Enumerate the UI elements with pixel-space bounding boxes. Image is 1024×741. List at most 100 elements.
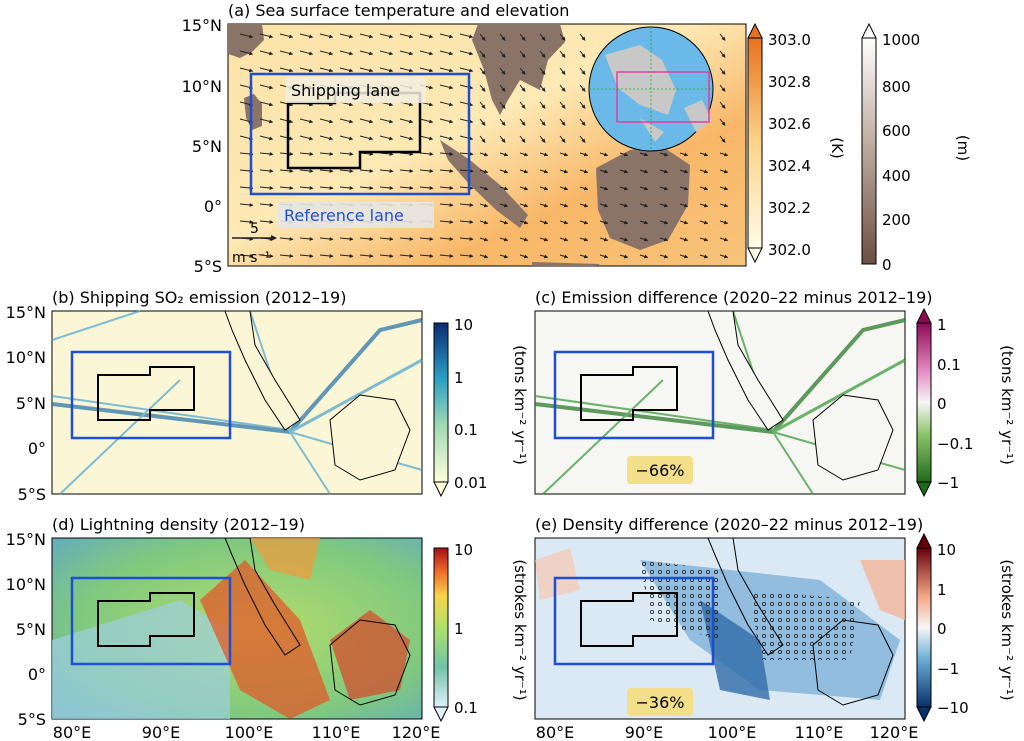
density-increase-east	[860, 560, 905, 620]
panel-b: (b) Shipping SO₂ emission (2012–19) 15°N…	[6, 288, 529, 504]
wind-arrow	[519, 203, 529, 208]
wind-arrow	[319, 253, 334, 258]
wind-arrow	[299, 118, 314, 124]
wind-arrow	[499, 186, 509, 191]
svg-text:110°E: 110°E	[312, 723, 361, 741]
wind-arrow	[479, 135, 486, 143]
wind-arrow	[559, 135, 566, 143]
reference-lane-box	[249, 72, 471, 196]
wind-arrow	[439, 118, 454, 124]
wind-arrow	[399, 50, 414, 56]
wind-arrow	[719, 254, 729, 259]
wind-arrow	[659, 254, 669, 259]
wind-arrow	[579, 186, 589, 191]
wind-arrow	[619, 152, 629, 157]
svg-text:15°N: 15°N	[6, 303, 46, 322]
wind-arrow	[419, 67, 434, 73]
wind-arrow	[419, 253, 434, 258]
wind-arrow	[599, 152, 609, 157]
svg-text:0°: 0°	[28, 665, 46, 684]
wind-arrow	[419, 33, 434, 39]
wind-arrow	[419, 118, 434, 124]
wind-arrow	[659, 237, 669, 242]
lightning-high-borneo	[330, 610, 410, 700]
cbar-emission-diff-unit: (tons km⁻² yr⁻¹)	[998, 345, 1016, 465]
wind-arrow	[399, 236, 414, 241]
wind-arrow	[519, 67, 526, 75]
wind-arrow	[539, 237, 549, 242]
wind-arrow	[379, 168, 394, 173]
wind-arrow	[579, 254, 589, 259]
cbar-shipping-unit: (tons km⁻² yr⁻¹)	[511, 345, 529, 465]
cbar-density-diff	[916, 547, 932, 708]
wind-arrow	[259, 118, 274, 124]
wind-arrow	[699, 254, 709, 259]
wind-arrow	[299, 151, 314, 156]
wind-arrow	[439, 50, 454, 56]
svg-text:5°S: 5°S	[194, 257, 222, 276]
wind-arrow	[459, 168, 474, 173]
wind-arrow	[619, 169, 629, 174]
wind-arrow	[579, 135, 586, 143]
wind-arrow	[259, 253, 274, 258]
svg-text:90°E: 90°E	[142, 723, 180, 741]
land-indian-subcontinent	[228, 24, 264, 58]
wind-arrow	[319, 67, 334, 73]
svg-text:0.01: 0.01	[454, 474, 487, 492]
wind-arrow	[579, 203, 589, 208]
wind-arrow	[519, 50, 526, 58]
wind-arrow	[619, 254, 629, 259]
wind-arrow	[559, 203, 569, 208]
wind-key-unit: m s⁻¹	[232, 250, 270, 266]
wind-arrow	[539, 220, 549, 225]
wind-arrow	[479, 237, 489, 242]
land-borneo-d	[329, 619, 411, 706]
cbar-lightning-unit: (strokes km⁻² yr⁻¹)	[511, 559, 529, 700]
svg-text:5°S: 5°S	[18, 710, 46, 729]
panel-b-title: (b) Shipping SO₂ emission (2012–19)	[52, 288, 346, 307]
wind-arrow	[339, 135, 354, 141]
wind-arrow	[259, 219, 274, 224]
cbar-sst-unit: (K)	[828, 137, 846, 159]
svg-text:302.8: 302.8	[768, 73, 811, 91]
wind-arrow	[399, 135, 414, 141]
wind-arrow	[719, 50, 726, 58]
wind-arrow	[239, 50, 254, 56]
wind-arrow	[439, 253, 454, 258]
wind-arrow	[239, 219, 254, 224]
wind-arrow	[499, 50, 506, 58]
wind-arrow	[639, 254, 649, 259]
wind-arrow	[479, 50, 486, 58]
wind-arrow	[699, 203, 709, 208]
wind-arrow	[419, 185, 434, 190]
wind-arrow	[519, 101, 526, 109]
shipping-lane-box-d	[97, 592, 195, 647]
panel-e: (e) Density difference (2020–22 minus 20…	[534, 515, 1016, 741]
wind-arrow	[479, 67, 486, 75]
reference-lane-box-d	[70, 576, 232, 666]
panel-d-title: (d) Lightning density (2012–19)	[52, 515, 305, 534]
wind-arrow	[359, 118, 374, 124]
wind-arrow	[719, 220, 729, 225]
wind-arrow	[519, 169, 529, 174]
svg-text:302.2: 302.2	[768, 199, 811, 217]
svg-text:1: 1	[937, 581, 947, 599]
wind-arrow	[639, 237, 649, 242]
wind-arrow	[419, 168, 434, 173]
land-indochina	[472, 24, 565, 115]
shipping-lane-label: Shipping lane	[291, 81, 400, 100]
wind-arrow	[459, 219, 474, 224]
wind-arrow	[239, 33, 254, 39]
cbar-density-diff-ticks: 10 1 0 −1 −10	[937, 541, 969, 717]
wind-arrow	[279, 185, 294, 190]
wind-arrow	[519, 84, 526, 92]
wind-arrow	[479, 203, 489, 208]
wind-arrow	[279, 151, 294, 156]
wind-arrow	[279, 135, 294, 141]
svg-text:0.1: 0.1	[937, 356, 961, 374]
svg-text:1000: 1000	[882, 31, 920, 49]
wind-arrow	[579, 67, 586, 75]
wind-arrow	[719, 237, 729, 242]
wind-arrow	[599, 186, 609, 191]
shipping-lane-box-e	[580, 592, 678, 647]
